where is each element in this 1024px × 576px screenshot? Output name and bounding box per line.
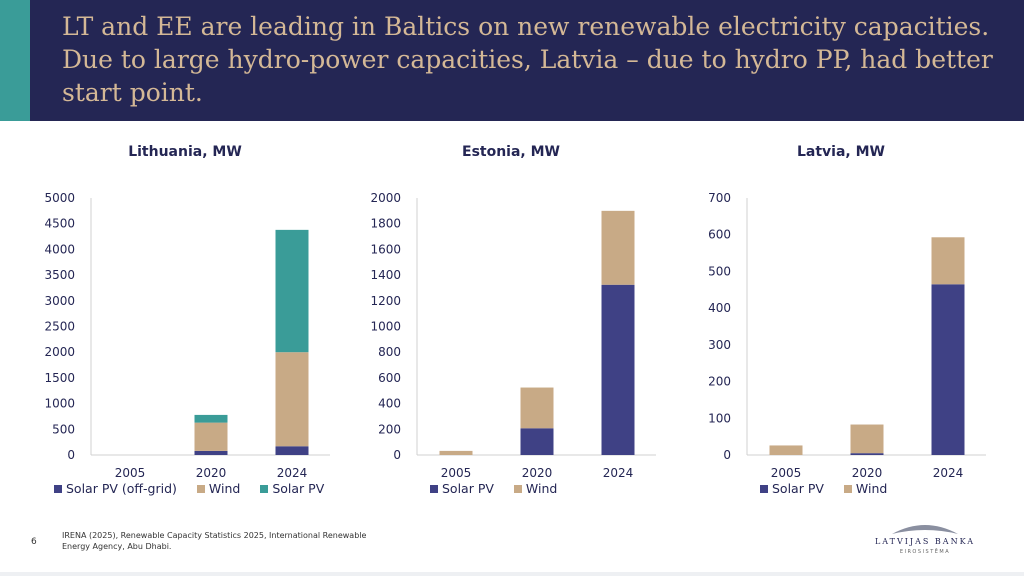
y-tick-label: 1000 bbox=[44, 397, 75, 411]
y-tick-label: 0 bbox=[393, 448, 401, 462]
bar-solar-pv-2024 bbox=[275, 229, 309, 353]
y-tick-label: 3500 bbox=[44, 268, 75, 282]
legend-item: Solar PV bbox=[260, 481, 324, 496]
bar-solar-pv-2024 bbox=[931, 284, 965, 455]
legend-swatch bbox=[54, 484, 62, 493]
x-tick-label: 2020 bbox=[852, 466, 883, 480]
y-tick-label: 500 bbox=[52, 422, 75, 436]
source-note: IRENA (2025), Renewable Capacity Statist… bbox=[62, 531, 367, 551]
bar-wind-2005 bbox=[439, 450, 473, 455]
y-tick-label: 0 bbox=[723, 448, 731, 462]
y-tick-label: 300 bbox=[708, 338, 731, 352]
y-tick-label: 5000 bbox=[44, 191, 75, 205]
y-tick-label: 400 bbox=[708, 301, 731, 315]
bar-wind-2005 bbox=[769, 445, 803, 455]
chart-plot: 0 200 400 600 800 1000 1200 1400 1600 1800 2000 200… bbox=[370, 191, 656, 480]
bank-logo: LATVIJAS BANKA EIROSISTĒMA bbox=[870, 520, 980, 560]
chart-estonia: Estonia, MW 0 200 400 600 800 1000 1200 1400 160… bbox=[356, 140, 666, 510]
y-tick-label: 800 bbox=[378, 345, 401, 359]
y-tick-label: 500 bbox=[708, 264, 731, 278]
x-tick-label: 2005 bbox=[771, 466, 802, 480]
x-tick-label: 2020 bbox=[196, 466, 227, 480]
legend-item: Wind bbox=[843, 481, 888, 496]
y-tick-label: 100 bbox=[708, 411, 731, 425]
y-tick-label: 1200 bbox=[370, 294, 401, 308]
y-tick-label: 0 bbox=[67, 448, 75, 462]
legend-item: Wind bbox=[196, 481, 241, 496]
y-tick-label: 4000 bbox=[44, 242, 75, 256]
legend-swatch bbox=[430, 484, 438, 493]
y-tick-label: 600 bbox=[378, 371, 401, 385]
x-tick-label: 2020 bbox=[522, 466, 553, 480]
legend-item: Wind bbox=[513, 481, 558, 496]
x-tick-label: 2005 bbox=[115, 466, 146, 480]
bar-solar-pv-2024 bbox=[601, 284, 635, 455]
legend-item: Solar PV bbox=[760, 481, 824, 496]
bar-solar-pv-off-grid--2020 bbox=[194, 450, 228, 455]
y-tick-label: 700 bbox=[708, 191, 731, 205]
legend-label: Wind bbox=[525, 481, 558, 496]
chart-title: Latvia, MW bbox=[797, 144, 885, 160]
y-tick-label: 1400 bbox=[370, 268, 401, 282]
legend-label: Solar PV (off-grid) bbox=[66, 481, 177, 496]
chart-latvia: Latvia, MW 0 100 200 300 400 500 600 700 2005 202… bbox=[686, 140, 996, 510]
legend-label: Solar PV bbox=[272, 481, 325, 496]
y-tick-label: 2000 bbox=[370, 191, 401, 205]
y-tick-label: 2500 bbox=[44, 320, 75, 334]
x-tick-label: 2024 bbox=[603, 466, 634, 480]
bar-solar-pv-off-grid--2024 bbox=[275, 446, 309, 455]
chart-legend: Solar PV Wind bbox=[430, 481, 577, 496]
bar-solar-pv-2020 bbox=[194, 414, 228, 423]
chart-title: Estonia, MW bbox=[462, 144, 560, 160]
legend-label: Solar PV bbox=[772, 481, 824, 496]
y-tick-label: 200 bbox=[378, 422, 401, 436]
chart-lithuania: Lithuania, MW 0 500 1000 1500 2000 2500 3000 35… bbox=[30, 140, 340, 510]
page-title: LT and EE are leading in Baltics on new … bbox=[62, 12, 993, 107]
logo-arc-icon bbox=[892, 525, 958, 534]
bar-wind-2020 bbox=[520, 387, 554, 429]
y-tick-label: 2000 bbox=[44, 345, 75, 359]
bar-wind-2024 bbox=[275, 352, 309, 447]
legend-label: Solar PV bbox=[442, 481, 494, 496]
logo-subtext: EIROSISTĒMA bbox=[899, 549, 951, 555]
legend-item: Solar PV bbox=[430, 481, 494, 496]
bar-wind-2020 bbox=[850, 424, 884, 454]
bar-wind-2024 bbox=[931, 237, 965, 285]
chart-plot: 0 500 1000 1500 2000 2500 3000 3500 4000 4500 5000… bbox=[44, 191, 330, 480]
bar-wind-2024 bbox=[601, 210, 635, 285]
legend-swatch bbox=[760, 484, 768, 493]
y-tick-label: 3000 bbox=[44, 294, 75, 308]
legend-swatch bbox=[196, 484, 205, 493]
y-tick-label: 1500 bbox=[44, 371, 75, 385]
legend-swatch bbox=[260, 484, 269, 493]
legend-label: Wind bbox=[855, 481, 888, 496]
bar-solar-pv-2020 bbox=[520, 428, 554, 455]
accent-strip bbox=[0, 0, 30, 121]
x-tick-label: 2024 bbox=[933, 466, 964, 480]
bar-solar-pv-2020 bbox=[850, 453, 884, 455]
legend-item: Solar PV (off-grid) bbox=[54, 481, 177, 496]
legend-label: Wind bbox=[208, 481, 241, 496]
y-tick-label: 600 bbox=[708, 228, 731, 242]
chart-legend: Solar PV (off-grid) Wind Solar PV bbox=[54, 481, 344, 496]
y-tick-label: 1800 bbox=[370, 217, 401, 231]
x-tick-label: 2005 bbox=[441, 466, 472, 480]
bar-wind-2020 bbox=[194, 422, 228, 451]
chart-legend: Solar PV Wind bbox=[760, 481, 907, 496]
logo-text: LATVIJAS BANKA bbox=[874, 537, 976, 546]
chart-plot: 0 100 200 300 400 500 600 700 2005 2020 2024 bbox=[708, 191, 986, 480]
header-bar: LT and EE are leading in Baltics on new … bbox=[0, 0, 1024, 121]
legend-swatch bbox=[843, 484, 852, 493]
y-tick-label: 4500 bbox=[44, 217, 75, 231]
page-number: 6 bbox=[31, 537, 37, 547]
legend-swatch bbox=[513, 484, 522, 493]
y-tick-label: 400 bbox=[378, 397, 401, 411]
x-tick-label: 2024 bbox=[277, 466, 308, 480]
chart-title: Lithuania, MW bbox=[128, 144, 242, 160]
y-tick-label: 200 bbox=[708, 375, 731, 389]
y-tick-label: 1000 bbox=[370, 320, 401, 334]
bottom-rule bbox=[0, 572, 1024, 576]
y-tick-label: 1600 bbox=[370, 242, 401, 256]
